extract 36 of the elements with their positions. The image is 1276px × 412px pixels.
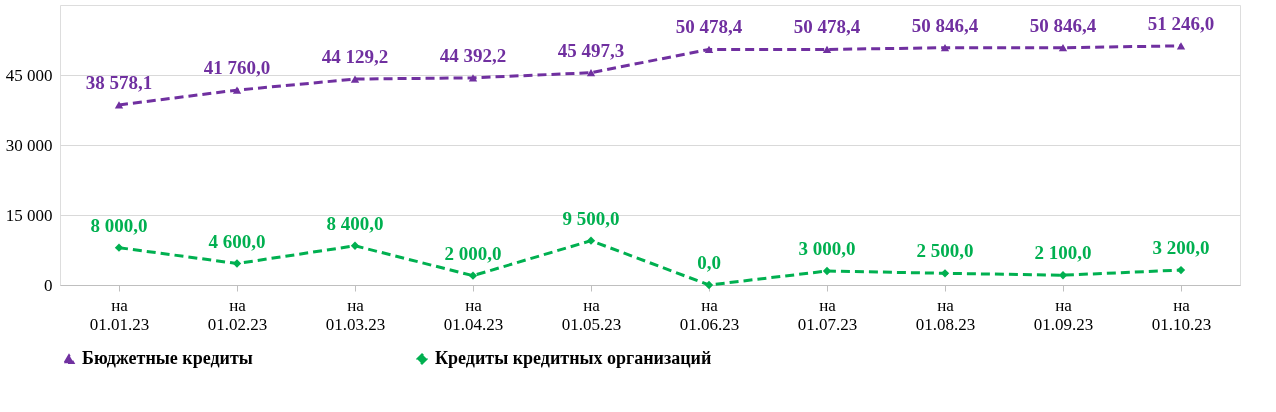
data-label: 3 000,0 bbox=[798, 238, 856, 259]
x-tick-label: на 01.01.23 bbox=[89, 295, 150, 334]
x-tick-label: на 01.08.23 bbox=[915, 295, 976, 334]
y-tick-label: 0 bbox=[44, 275, 53, 295]
legend-label: Кредиты кредитных организаций bbox=[435, 348, 712, 368]
x-tick-label: на 01.09.23 bbox=[1033, 295, 1094, 334]
x-tick-label: на 01.04.23 bbox=[443, 295, 504, 334]
data-label: 50 478,4 bbox=[793, 16, 861, 38]
x-tick-label: на 01.07.23 bbox=[797, 295, 858, 334]
x-tick-label: на 01.10.23 bbox=[1151, 295, 1212, 334]
y-tick-label: 45 000 bbox=[5, 65, 53, 85]
x-tick-label: на 01.02.23 bbox=[207, 295, 268, 334]
data-label: 8 400,0 bbox=[326, 212, 384, 234]
y-tick-label: 30 000 bbox=[5, 135, 53, 155]
legend-label: Бюджетные кредиты bbox=[82, 348, 253, 368]
data-label: 3 200,0 bbox=[1152, 237, 1210, 259]
y-tick-label: 15 000 bbox=[5, 205, 53, 225]
data-label: 2 100,0 bbox=[1034, 242, 1092, 264]
data-label: 44 129,2 bbox=[321, 46, 389, 68]
data-label: 45 497,3 bbox=[557, 39, 625, 61]
data-label: 50 846,4 bbox=[911, 14, 979, 36]
x-tick-label: на 01.06.23 bbox=[679, 295, 740, 334]
data-label: 50 846,4 bbox=[1029, 14, 1097, 36]
data-label: 44 392,2 bbox=[439, 44, 507, 66]
x-tick-label: на 01.03.23 bbox=[325, 295, 386, 334]
data-label: 8 000,0 bbox=[90, 214, 148, 236]
data-label: 38 578,1 bbox=[85, 71, 153, 93]
data-label: 0,0 bbox=[697, 252, 721, 273]
data-label: 2 500,0 bbox=[916, 240, 974, 262]
x-tick-label: на 01.05.23 bbox=[561, 295, 622, 334]
data-label: 50 478,4 bbox=[675, 16, 743, 38]
data-label: 9 500,0 bbox=[562, 207, 620, 229]
data-label: 51 246,0 bbox=[1147, 12, 1215, 34]
data-label: 2 000,0 bbox=[444, 242, 502, 264]
data-label: 41 760,0 bbox=[203, 57, 271, 79]
data-label: 4 600,0 bbox=[208, 230, 266, 252]
